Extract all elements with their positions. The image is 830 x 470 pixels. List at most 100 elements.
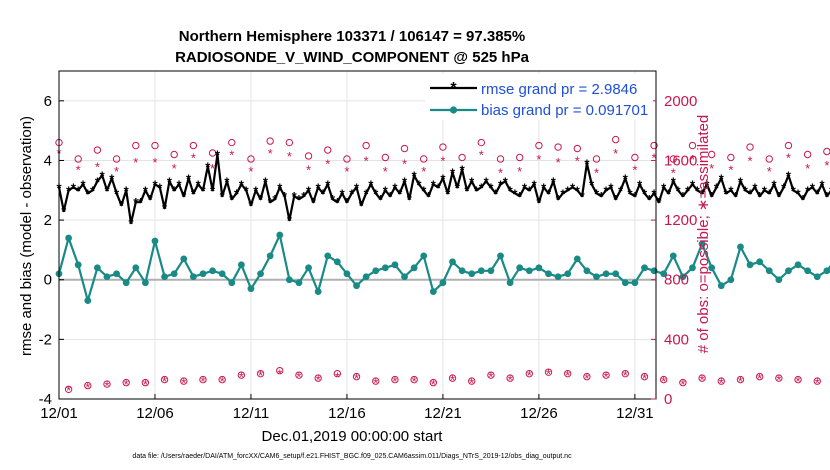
bias-point xyxy=(468,270,476,278)
bias-point xyxy=(545,270,552,278)
bias-point xyxy=(314,288,322,296)
assimilated-point: * xyxy=(594,165,599,180)
rmse-point: * xyxy=(685,183,691,198)
assimilated-point: * xyxy=(143,377,148,392)
rmse-point: * xyxy=(690,177,696,192)
rmse-point: * xyxy=(412,168,418,183)
legend-box xyxy=(425,74,653,120)
rmse-point: * xyxy=(805,183,811,198)
bias-point xyxy=(458,267,466,275)
possible-point xyxy=(592,155,601,163)
bias-point xyxy=(717,282,725,290)
bias-point xyxy=(257,270,264,278)
bias-point xyxy=(583,267,591,275)
possible-point xyxy=(611,135,620,144)
right-tick-label: 1600 xyxy=(664,152,697,169)
rmse-point: * xyxy=(100,168,106,183)
assimilated-point: * xyxy=(786,150,791,165)
rmse-point: * xyxy=(224,174,230,189)
rmse-point: * xyxy=(560,186,566,201)
assimilated-point: * xyxy=(450,373,455,388)
assimilated-point: * xyxy=(152,155,157,170)
possible-point xyxy=(132,141,140,150)
rmse-point: * xyxy=(556,192,562,207)
rmse-point: * xyxy=(628,186,634,201)
bias-point xyxy=(228,279,236,287)
rmse-point: * xyxy=(772,177,778,192)
bias-point xyxy=(708,264,716,272)
rmse-point: * xyxy=(536,195,542,210)
assimilated-point: * xyxy=(709,161,714,176)
bias-point xyxy=(141,279,149,287)
rmse-point: * xyxy=(157,180,163,195)
rmse-point: * xyxy=(215,147,221,162)
possible-point xyxy=(803,150,812,159)
assimilated-point: * xyxy=(104,379,109,394)
rmse-point: * xyxy=(364,186,370,201)
rmse-point: * xyxy=(733,189,739,204)
rmse-point: * xyxy=(248,198,254,213)
assimilated-point: * xyxy=(536,152,541,167)
assimilated-point: * xyxy=(652,150,657,165)
rmse-point: * xyxy=(767,186,773,201)
possible-point xyxy=(525,369,534,378)
rmse-point: * xyxy=(512,186,518,201)
rmse-point: * xyxy=(796,186,802,201)
bias-point xyxy=(804,267,812,275)
rmse-point: * xyxy=(311,195,317,210)
assimilated-point: * xyxy=(364,153,369,168)
possible-point xyxy=(602,371,610,379)
possible-point xyxy=(84,381,92,390)
rmse-point: * xyxy=(181,189,187,204)
assimilated-point: * xyxy=(700,373,705,388)
possible-point xyxy=(669,155,677,163)
assimilated-point: * xyxy=(661,374,666,389)
rmse-point: * xyxy=(575,183,581,198)
rmse-point: * xyxy=(272,192,278,207)
assimilated-point: * xyxy=(796,374,801,389)
rmse-point: * xyxy=(724,186,730,201)
rmse-point: * xyxy=(373,186,379,201)
assimilated-point: * xyxy=(133,155,138,170)
possible-point xyxy=(506,374,514,382)
possible-point xyxy=(679,378,687,387)
possible-point xyxy=(563,369,572,378)
bias-point xyxy=(698,240,706,248)
possible-point xyxy=(122,378,130,387)
y-axis-label-left: rmse and bias (model - observation) xyxy=(18,116,35,356)
assimilated-point: * xyxy=(172,161,177,176)
rmse-point: * xyxy=(426,189,432,204)
possible-point xyxy=(285,138,294,147)
possible-point xyxy=(707,150,716,159)
assimilated-point: * xyxy=(623,368,628,383)
legend: * rmse grand pr = 2.9846 bias grand pr =… xyxy=(425,74,653,120)
rmse-point: * xyxy=(743,183,749,198)
rmse-point: * xyxy=(719,171,725,186)
assimilated-point: * xyxy=(575,153,580,168)
assimilated-point: * xyxy=(508,373,513,388)
assimilated-point: * xyxy=(229,147,234,162)
assimilated-point: * xyxy=(565,368,570,383)
x-axis-ticks: 12/01 12/06 12/11 12/16 12/21 12/26 12/31 xyxy=(40,394,654,422)
rmse-point: * xyxy=(613,192,619,207)
rmse-point: * xyxy=(301,189,307,204)
bias-point xyxy=(266,252,274,260)
rmse-point: * xyxy=(757,189,763,204)
x-tick-label: 12/01 xyxy=(40,405,78,422)
bias-point xyxy=(564,270,572,278)
rmse-point: * xyxy=(268,195,274,210)
possible-point xyxy=(333,369,342,378)
possible-point xyxy=(516,153,524,162)
rmse-point: * xyxy=(143,183,149,198)
rmse-point: * xyxy=(728,183,734,198)
possible-point xyxy=(410,375,418,384)
rmse-point: * xyxy=(594,186,600,201)
assimilated-point: * xyxy=(95,159,100,174)
assimilated-point: * xyxy=(604,370,609,385)
assimilated-point: * xyxy=(469,376,474,391)
assimilated-point: * xyxy=(124,377,129,392)
rmse-point: * xyxy=(66,183,72,198)
bias-point xyxy=(305,264,312,272)
rmse-point: * xyxy=(570,180,576,195)
